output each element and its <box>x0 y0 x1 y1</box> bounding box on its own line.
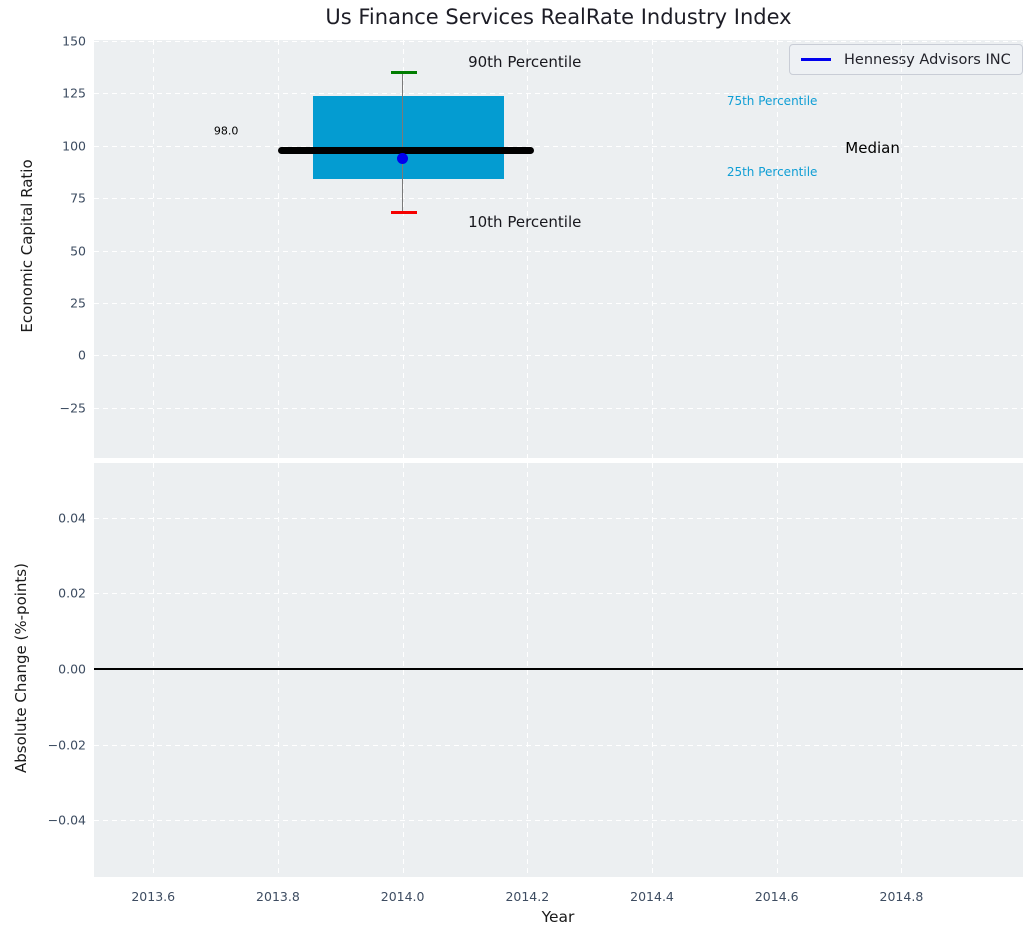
x-tick-label: 2014.6 <box>754 889 799 904</box>
x-gridline <box>652 40 654 458</box>
whisker-cap-90th <box>390 70 417 74</box>
y-tick-label-bottom: 0.02 <box>58 585 86 601</box>
y-gridline <box>94 41 1023 43</box>
y-tick-label-bottom: −0.02 <box>47 737 86 753</box>
zero-line <box>94 668 1023 671</box>
y-gridline <box>94 593 1023 595</box>
iqr-box <box>313 95 505 180</box>
y-axis-label-top: Economic Capital Ratio <box>18 159 36 333</box>
label-median: Median <box>845 139 900 157</box>
x-gridline <box>153 40 155 458</box>
median-value-label: 98.0 <box>213 124 239 138</box>
y-tick-label-top: 50 <box>70 243 86 259</box>
y-gridline <box>94 820 1023 822</box>
x-gridline <box>277 40 279 458</box>
y-tick-label-bottom: 0.04 <box>58 510 86 526</box>
y-gridline <box>94 250 1023 252</box>
x-gridline <box>527 40 529 458</box>
y-tick-label-top: 0 <box>78 347 86 363</box>
x-tick-label: 2014.0 <box>380 889 425 904</box>
x-gridline <box>402 40 404 458</box>
legend-label: Hennessy Advisors INC <box>844 51 1011 68</box>
y-gridline <box>94 93 1023 95</box>
y-gridline <box>94 145 1023 147</box>
x-tick-label: 2014.8 <box>879 889 924 904</box>
y-tick-label-top: 100 <box>62 138 86 154</box>
x-tick-label: 2013.8 <box>256 889 300 904</box>
median-line <box>277 146 534 154</box>
legend-line-swatch <box>801 58 831 61</box>
chart-title: Us Finance Services RealRate Industry In… <box>325 5 792 29</box>
label-90th-percentile: 90th Percentile <box>468 53 582 72</box>
legend: Hennessy Advisors INC <box>789 44 1023 75</box>
x-gridline <box>901 40 903 458</box>
whisker-line <box>401 72 404 213</box>
y-gridline <box>94 302 1023 304</box>
y-tick-label-top: 25 <box>70 295 86 311</box>
y-gridline <box>94 744 1023 746</box>
y-gridline <box>94 198 1023 200</box>
y-tick-label-top: 150 <box>62 33 86 49</box>
y-gridline <box>94 355 1023 357</box>
x-gridline <box>776 40 778 458</box>
y-axis-label-bottom: Absolute Change (%-points) <box>12 563 30 773</box>
y-tick-label-bottom: −0.04 <box>47 812 86 828</box>
x-tick-label: 2013.6 <box>131 889 176 904</box>
whisker-cap-10th <box>390 211 417 215</box>
x-axis-label: Year <box>541 908 575 926</box>
y-tick-label-bottom: 0.00 <box>58 661 86 677</box>
x-tick-label: 2014.4 <box>630 889 674 904</box>
label-75th-percentile: 75th Percentile <box>726 93 818 108</box>
label-10th-percentile: 10th Percentile <box>468 212 582 231</box>
y-tick-label-top: −25 <box>59 400 86 416</box>
y-tick-label-top: 125 <box>62 85 86 101</box>
company-dot <box>397 152 409 164</box>
top-axes <box>94 40 1023 458</box>
y-tick-label-top: 75 <box>70 190 86 206</box>
x-tick-label: 2014.2 <box>505 889 550 904</box>
y-gridline <box>94 407 1023 409</box>
label-25th-percentile: 25th Percentile <box>726 165 818 180</box>
y-gridline <box>94 517 1023 519</box>
